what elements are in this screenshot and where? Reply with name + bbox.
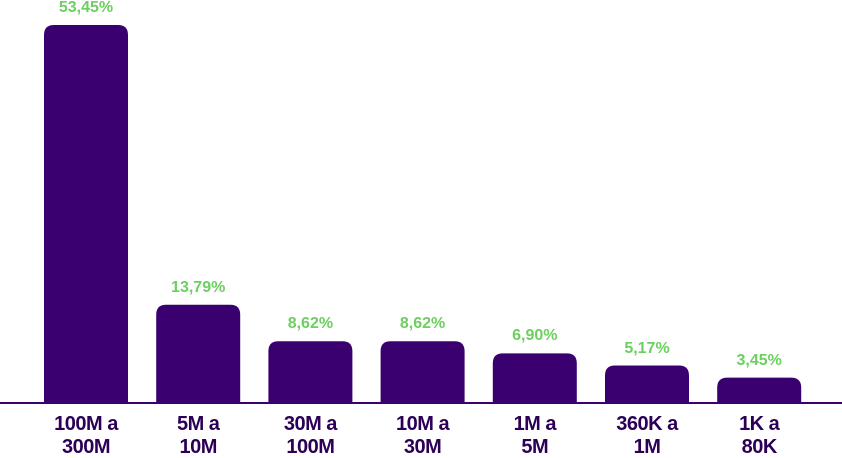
bar xyxy=(44,25,128,402)
bar xyxy=(492,353,577,402)
value-label: 3,45% xyxy=(736,351,782,369)
x-tick-label: 360K a 1M xyxy=(616,413,678,458)
x-tick-label: 10M a 30M xyxy=(396,413,450,458)
x-tick-label: 100M a 300M xyxy=(54,413,118,458)
x-tick-label: 1M a 5M xyxy=(513,413,557,458)
bar xyxy=(605,365,689,402)
x-tick-label: 5M a 10M xyxy=(176,413,220,458)
value-label: 5,17% xyxy=(624,339,670,357)
value-label: 8,62% xyxy=(399,315,446,333)
x-tick-label: 30M a 100M xyxy=(283,413,338,458)
value-label: 53,45% xyxy=(58,0,114,16)
bar xyxy=(156,304,241,402)
x-tick-label: 1K a 80K xyxy=(739,413,780,458)
value-label: 6,90% xyxy=(512,327,558,345)
bar xyxy=(717,377,802,402)
bar xyxy=(268,341,353,402)
bar xyxy=(380,341,465,402)
value-label: 13,79% xyxy=(171,278,226,296)
value-label: 8,62% xyxy=(287,315,334,333)
